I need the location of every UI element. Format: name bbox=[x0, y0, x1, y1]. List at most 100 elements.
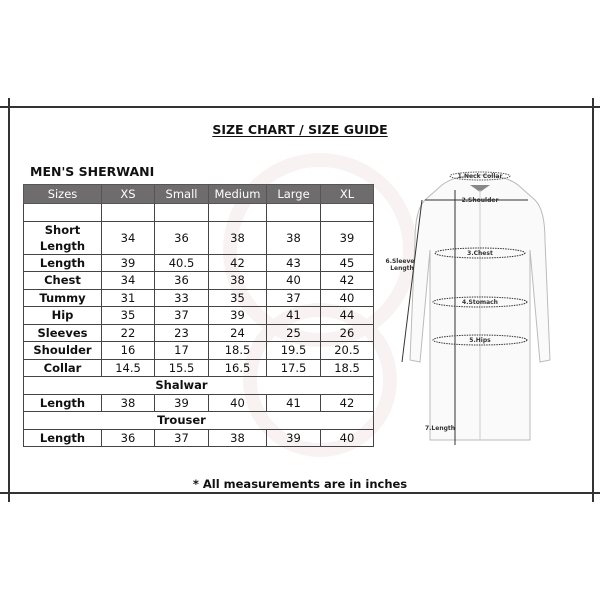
table-cell: 23 bbox=[154, 323, 209, 342]
frame-bottom-line bbox=[0, 492, 600, 494]
table-cell: 37 bbox=[154, 428, 209, 447]
frame-left-line bbox=[8, 98, 10, 502]
table-cell: 38 bbox=[208, 271, 267, 290]
table-cell: 41 bbox=[266, 306, 321, 325]
table-cell: 39 bbox=[154, 393, 209, 412]
table-cell: 22 bbox=[101, 323, 155, 342]
table-cell bbox=[101, 411, 155, 430]
column-header: Medium bbox=[208, 184, 267, 204]
table-cell: 39 bbox=[320, 220, 374, 255]
table-cell: 40 bbox=[320, 428, 374, 447]
table-cell: 24 bbox=[208, 323, 267, 342]
table-row: Shoulder 16 17 18.5 19.5 20.5 bbox=[23, 341, 374, 360]
page-title: SIZE CHART / SIZE GUIDE bbox=[0, 122, 600, 137]
column-header: Sizes bbox=[23, 184, 102, 204]
table-cell: 42 bbox=[208, 253, 267, 272]
row-label: Shoulder bbox=[23, 341, 102, 360]
table-cell bbox=[320, 203, 374, 222]
table-cell: 36 bbox=[154, 220, 209, 255]
table-cell: 39 bbox=[208, 306, 267, 325]
table-row: Length 38 39 40 41 42 bbox=[23, 393, 374, 412]
table-cell: 39 bbox=[266, 428, 321, 447]
table-cell bbox=[154, 203, 209, 222]
table-cell: 33 bbox=[154, 288, 209, 307]
label-shoulder: 2.Shoulder bbox=[462, 197, 499, 204]
table-header-row: Sizes XS Small Medium Large XL bbox=[23, 184, 374, 204]
table-cell: 16 bbox=[101, 341, 155, 360]
table-cell bbox=[23, 411, 102, 430]
label-hips: 5.Hips bbox=[469, 337, 491, 344]
row-label: Length bbox=[23, 253, 102, 272]
table-cell: 18.5 bbox=[208, 341, 267, 360]
label-stomach: 4.Stomach bbox=[462, 299, 498, 306]
table-cell: 17.5 bbox=[266, 358, 321, 377]
table-cell: 38 bbox=[101, 393, 155, 412]
column-header: Large bbox=[266, 184, 321, 204]
table-cell: 40.5 bbox=[154, 253, 209, 272]
measurement-note: * All measurements are in inches bbox=[192, 477, 408, 491]
table-cell: 44 bbox=[320, 306, 374, 325]
table-row: Tummy 31 33 35 37 40 bbox=[23, 288, 374, 307]
table-cell bbox=[208, 411, 374, 430]
label-sleeve-2: Length bbox=[390, 265, 414, 272]
table-cell bbox=[266, 203, 321, 222]
column-header: XS bbox=[101, 184, 155, 204]
table-cell bbox=[208, 203, 267, 222]
table-row-empty bbox=[23, 203, 374, 222]
label-chest: 3.Chest bbox=[467, 250, 493, 257]
label-length: 7.Length bbox=[425, 425, 455, 432]
row-label: Length bbox=[23, 428, 102, 447]
table-row: Chest 34 36 38 40 42 bbox=[23, 271, 374, 290]
table-cell: 36 bbox=[101, 428, 155, 447]
label-neck-collar: 1.Neck Collar bbox=[458, 173, 503, 180]
table-cell: 40 bbox=[208, 393, 267, 412]
table-cell: 43 bbox=[266, 253, 321, 272]
table-row: Hip 35 37 39 41 44 bbox=[23, 306, 374, 325]
table-cell: 41 bbox=[266, 393, 321, 412]
table-cell: 20.5 bbox=[320, 341, 374, 360]
table-cell: 38 bbox=[208, 220, 267, 255]
table-row: Length 36 37 38 39 40 bbox=[23, 428, 374, 447]
product-subtitle: MEN'S SHERWANI bbox=[30, 164, 155, 179]
table-row: Length 39 40.5 42 43 45 bbox=[23, 253, 374, 272]
table-cell bbox=[23, 376, 102, 395]
table-cell: 25 bbox=[266, 323, 321, 342]
table-cell: 34 bbox=[101, 220, 155, 255]
table-cell: 39 bbox=[101, 253, 155, 272]
table-cell bbox=[208, 376, 374, 395]
frame-top-line bbox=[0, 106, 600, 108]
row-label: Chest bbox=[23, 271, 102, 290]
size-table: Sizes XS Small Medium Large XL Short Length 34… bbox=[23, 184, 374, 447]
sherwani-diagram: 1.Neck Collar 2.Shoulder 3.Chest 4.Stoma… bbox=[386, 171, 551, 445]
table-cell: 35 bbox=[101, 306, 155, 325]
frame-right-line bbox=[592, 98, 594, 502]
table-cell: 18.5 bbox=[320, 358, 374, 377]
table-cell: 19.5 bbox=[266, 341, 321, 360]
column-header: Small bbox=[154, 184, 209, 204]
table-cell: 36 bbox=[154, 271, 209, 290]
table-cell: 34 bbox=[101, 271, 155, 290]
table-cell: 37 bbox=[266, 288, 321, 307]
section-label: Trouser bbox=[154, 411, 209, 430]
table-cell bbox=[101, 376, 155, 395]
table-row: Collar 14.5 15.5 16.5 17.5 18.5 bbox=[23, 358, 374, 377]
table-cell: 16.5 bbox=[208, 358, 267, 377]
row-label: Short Length bbox=[23, 220, 102, 255]
row-label: Sleeves bbox=[23, 323, 102, 342]
table-cell: 26 bbox=[320, 323, 374, 342]
table-cell: 17 bbox=[154, 341, 209, 360]
table-row: Short Length 34 36 38 38 39 bbox=[23, 220, 374, 255]
row-label: Tummy bbox=[23, 288, 102, 307]
table-cell: 42 bbox=[320, 271, 374, 290]
table-cell: 40 bbox=[320, 288, 374, 307]
section-label: Shalwar bbox=[154, 376, 209, 395]
table-cell: 38 bbox=[266, 220, 321, 255]
table-cell: 14.5 bbox=[101, 358, 155, 377]
title-text: SIZE CHART / SIZE GUIDE bbox=[212, 122, 388, 137]
table-cell: 35 bbox=[208, 288, 267, 307]
table-cell: 38 bbox=[208, 428, 267, 447]
table-cell bbox=[101, 203, 155, 222]
table-cell: 40 bbox=[266, 271, 321, 290]
table-cell: 31 bbox=[101, 288, 155, 307]
table-cell: 37 bbox=[154, 306, 209, 325]
